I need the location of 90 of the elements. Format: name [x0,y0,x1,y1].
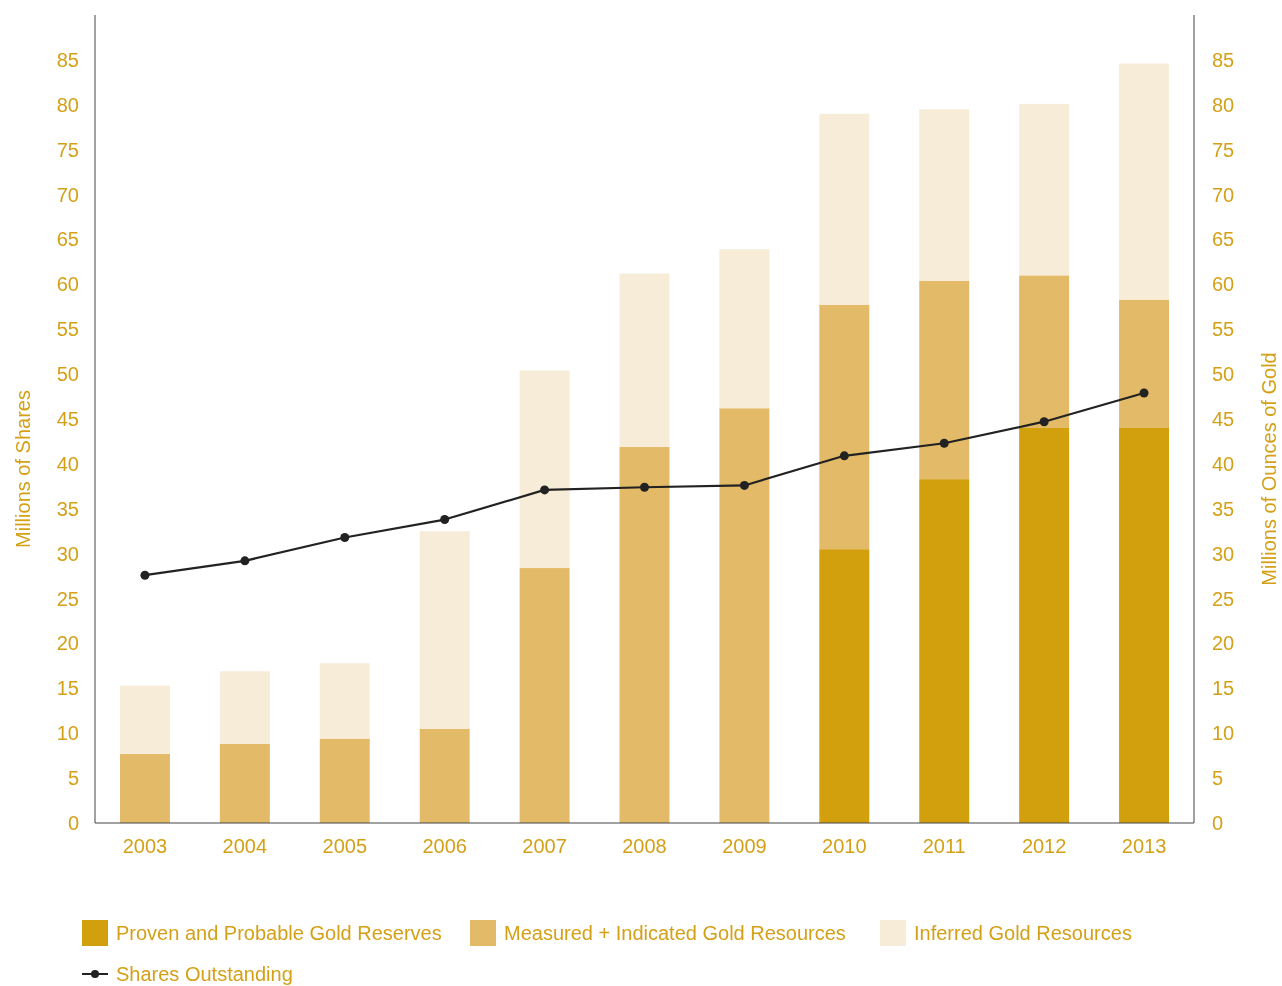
bar [319,738,370,823]
x-tick-label: 2005 [322,835,368,857]
bar [519,370,570,569]
bar [919,479,970,823]
y-tick-label: 30 [56,542,79,565]
x-tick-label: 2012 [1021,835,1067,857]
x-tick-label: 2004 [222,835,268,857]
y-tick-label: 25 [56,587,79,610]
bar [1019,427,1070,823]
y2-axis-title: Millions of Ounces of Gold [1258,352,1280,586]
point [1039,417,1049,427]
y-tick-label: 45 [56,408,79,430]
y-tick-label: 35 [56,497,79,520]
y2-tick-label: 35 [1212,497,1235,520]
x-tick-label: 2007 [522,835,567,857]
x-tick-label: 2003 [122,835,168,857]
bar [1119,63,1170,300]
legend-label: Measured + Indicated Gold Resources [504,922,846,944]
bar [219,744,270,823]
y-tick-label: 85 [56,48,79,71]
bar [619,273,670,447]
y-tick-label: 60 [56,273,79,296]
y2-tick-label: 30 [1212,542,1235,565]
bar [1019,103,1070,276]
point [640,482,649,492]
point [1139,388,1149,398]
y2-tick-label: 0 [1212,812,1224,834]
legend-label: Shares Outstanding [116,963,293,985]
legend-label: Inferred Gold Resources [914,922,1132,944]
y-tick-label: 5 [67,767,79,790]
bar [719,249,770,409]
y-tick-label: 0 [67,812,79,834]
x-tick-label: 2006 [422,835,467,857]
y-tick-label: 55 [56,318,79,341]
bar [119,685,170,754]
bar [819,549,870,823]
bar [319,663,370,739]
y2-tick-label: 55 [1212,318,1235,341]
y2-tick-label: 20 [1212,632,1235,655]
bar [519,568,570,823]
x-tick-label: 2008 [622,835,667,857]
bar [419,531,470,729]
y-tick-label: 65 [56,228,79,251]
bar [219,671,270,744]
y-tick-label: 20 [56,632,79,655]
point [340,533,350,543]
x-tick-label: 2013 [1121,835,1167,857]
y2-tick-label: 40 [1212,452,1235,475]
bar [819,113,870,305]
bar [719,408,770,823]
y2-tick-label: 50 [1212,363,1235,386]
y-tick-label: 15 [56,677,79,700]
x-tick-label: 2010 [822,835,867,857]
bar [919,109,970,281]
legend-label: Proven and Probable Gold Reserves [116,922,442,944]
y2-tick-label: 80 [1212,93,1235,116]
point [240,556,250,566]
point [739,480,749,490]
y-tick-label: 10 [56,722,79,745]
x-tick-label: 2011 [922,835,966,857]
y2-tick-label: 60 [1212,273,1235,296]
point [440,515,450,525]
y2-tick-label: 45 [1212,408,1235,430]
y2-tick-label: 65 [1212,228,1235,251]
y-tick-label: 80 [56,93,79,116]
point [939,438,949,448]
y2-tick-label: 15 [1212,677,1235,700]
y2-tick-label: 75 [1212,138,1235,161]
y2-tick-label: 85 [1212,48,1235,71]
bar [919,280,970,480]
point [839,451,849,461]
y-tick-label: 50 [56,363,79,386]
bar [1019,275,1070,428]
y2-tick-label: 70 [1212,183,1235,206]
point [140,570,150,580]
bar [1119,427,1170,823]
bar [119,753,170,823]
bar [419,728,470,823]
y2-tick-label: 25 [1212,587,1235,610]
point [540,485,550,495]
y-tick-label: 75 [56,138,79,161]
y-tick-label: 40 [56,452,79,475]
y2-tick-label: 5 [1212,767,1224,790]
bar [819,304,870,550]
y-tick-label: 70 [56,183,79,206]
bar [1119,299,1170,428]
y2-tick-label: 10 [1212,722,1235,745]
y-axis-title: Millions of Shares [12,390,34,548]
bar [619,446,670,823]
x-tick-label: 2009 [722,835,767,857]
